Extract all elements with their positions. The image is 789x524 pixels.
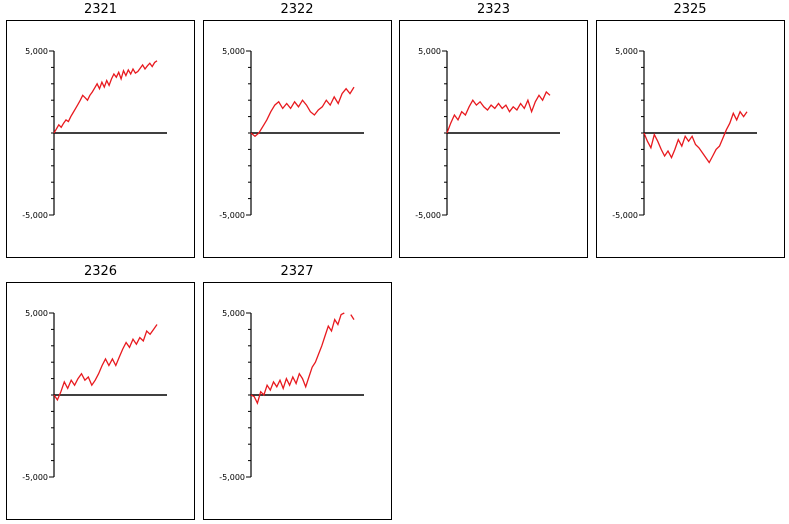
chart-frame: 5,000 -5,000	[595, 20, 785, 258]
series-line	[53, 60, 158, 134]
y-tick-label: -5,000	[219, 473, 245, 482]
chart-frame: 5,000 -5,000	[202, 20, 392, 258]
y-tick-label: 5,000	[25, 309, 48, 318]
y-tick-label: 5,000	[615, 47, 638, 56]
y-tick-label: 5,000	[418, 47, 441, 56]
series-line	[250, 86, 355, 138]
chart-plot: 5,000 -5,000	[415, 47, 560, 220]
chart-title: 2321	[83, 2, 118, 17]
y-tick-label: -5,000	[415, 211, 441, 220]
chart-title: 2325	[673, 2, 707, 17]
chart-plot: 5,000 -5,000	[22, 47, 167, 220]
chart-plot: 5,000 -5,000	[612, 47, 757, 220]
chart-panel: 2322 5,000 -5,000	[202, 2, 392, 258]
chart-frame: 5,000 -5,000	[6, 20, 195, 258]
series-line	[53, 324, 158, 402]
y-tick-label: -5,000	[219, 211, 245, 220]
chart-panel: 2323 5,000 -5,000	[399, 2, 588, 258]
chart-title: 2322	[280, 2, 314, 17]
chart-plot: 5,000 -5,000	[219, 309, 364, 482]
chart-plot: 5,000 -5,000	[219, 47, 364, 220]
chart-panel: 2321 5,000 -5,000	[6, 2, 195, 258]
y-tick-label: 5,000	[222, 47, 245, 56]
y-tick-label: -5,000	[22, 473, 48, 482]
series-line	[642, 110, 748, 164]
y-tick-label: -5,000	[22, 211, 48, 220]
chart-panel: 2326 5,000 -5,000	[6, 264, 195, 520]
chart-panel: 2327 5,000 -5,000	[202, 264, 392, 520]
y-tick-label: 5,000	[25, 47, 48, 56]
chart-title: 2327	[280, 264, 314, 279]
series-line	[250, 312, 355, 406]
chart-title: 2326	[83, 264, 118, 279]
chart-plot: 5,000 -5,000	[22, 309, 167, 482]
y-tick-label: -5,000	[612, 211, 638, 220]
chart-panel: 2325 5,000 -5,000	[595, 2, 785, 258]
y-tick-label: 5,000	[222, 309, 245, 318]
chart-frame: 5,000 -5,000	[202, 282, 392, 520]
chart-title: 2323	[476, 2, 511, 17]
chart-frame: 5,000 -5,000	[399, 20, 588, 258]
chart-frame: 5,000 -5,000	[6, 282, 195, 520]
series-line	[446, 90, 551, 134]
